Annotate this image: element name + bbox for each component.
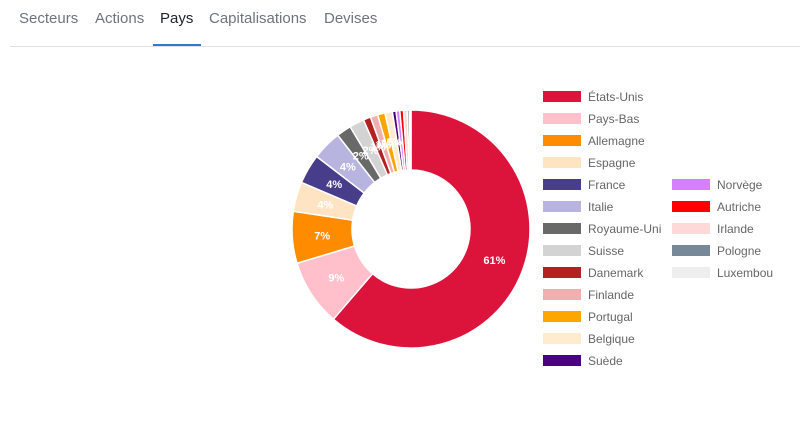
legend-swatch: [543, 355, 581, 366]
legend-label: Italie: [588, 200, 614, 214]
legend-swatch: [543, 91, 581, 102]
legend-item-france[interactable]: France: [543, 178, 626, 192]
legend-swatch: [672, 245, 710, 256]
tab-capitalisations[interactable]: Capitalisations: [209, 10, 307, 27]
slice-label-portugal: 1%: [381, 138, 397, 150]
legend-swatch: [672, 201, 710, 212]
legend-swatch: [543, 179, 581, 190]
slice-label-espagne: 4%: [317, 200, 333, 212]
legend-label: Allemagne: [588, 134, 645, 148]
tab-devises[interactable]: Devises: [324, 10, 378, 27]
tab-pays[interactable]: Pays: [160, 10, 194, 27]
legend-item-belgique[interactable]: Belgique: [543, 332, 635, 346]
slice-label-etats-unis: 61%: [483, 255, 505, 267]
legend-item-norvege[interactable]: Norvège: [672, 178, 763, 192]
slice-label-danemark: 1%: [370, 141, 386, 153]
legend-item-luxembou[interactable]: Luxembou: [672, 266, 773, 280]
legend-label: Espagne: [588, 156, 636, 170]
legend-item-danemark[interactable]: Danemark: [543, 266, 644, 280]
slice-etats-unis[interactable]: [332, 109, 531, 349]
legend-label: États-Unis: [588, 89, 643, 104]
legend-item-suisse[interactable]: Suisse: [543, 244, 624, 258]
legend-label: Suisse: [588, 244, 624, 258]
legend-item-autriche[interactable]: Autriche: [672, 200, 761, 214]
legend-label: France: [588, 178, 626, 192]
legend-item-pologne[interactable]: Pologne: [672, 244, 761, 258]
legend-swatch: [672, 223, 710, 234]
legend-item-etats-unis[interactable]: États-Unis: [543, 89, 643, 104]
legend-swatch: [543, 157, 581, 168]
legend-swatch: [543, 201, 581, 212]
country-tabs: Secteurs Actions Pays Capitalisations De…: [10, 0, 800, 47]
legend-label: Suède: [588, 354, 623, 368]
chart-legend: États-Unis Pays-Bas Allemagne Espagne France…: [543, 89, 773, 368]
slice-label-finlande: 1%: [375, 139, 391, 151]
legend-label: Danemark: [588, 266, 644, 280]
slice-label-royaume-uni: 2%: [353, 151, 369, 163]
slice-labels: 61%9%7%4%4%4%2%2%1%1%1%1%: [314, 137, 505, 285]
legend-swatch: [543, 135, 581, 146]
legend-label: Norvège: [717, 178, 763, 192]
legend-label: Irlande: [717, 222, 754, 236]
legend-swatch: [543, 289, 581, 300]
slice-label-belgique: 1%: [386, 137, 402, 149]
legend-swatch: [672, 267, 710, 278]
legend-label: Autriche: [717, 200, 761, 214]
legend-label: Pays-Bas: [588, 112, 639, 126]
legend-item-portugal[interactable]: Portugal: [543, 310, 633, 324]
legend-swatch: [543, 267, 581, 278]
legend-label: Royaume-Uni: [588, 222, 661, 236]
legend-item-pays-bas[interactable]: Pays-Bas: [543, 112, 639, 126]
doughnut-slices: [291, 109, 531, 349]
slice-label-allemagne: 7%: [314, 230, 330, 242]
legend-item-irlande[interactable]: Irlande: [672, 222, 754, 236]
legend-item-suede[interactable]: Suède: [543, 354, 623, 368]
slice-label-italie: 4%: [340, 161, 356, 173]
legend-label: Luxembou: [717, 266, 773, 280]
legend-item-espagne[interactable]: Espagne: [543, 156, 636, 170]
legend-swatch: [672, 179, 710, 190]
legend-item-allemagne[interactable]: Allemagne: [543, 134, 645, 148]
legend-label: Portugal: [588, 310, 633, 324]
legend-item-italie[interactable]: Italie: [543, 200, 614, 214]
legend-swatch: [543, 311, 581, 322]
slice-label-suisse: 2%: [362, 145, 378, 157]
legend-swatch: [543, 333, 581, 344]
legend-item-finlande[interactable]: Finlande: [543, 288, 634, 302]
legend-swatch: [543, 245, 581, 256]
legend-swatch: [543, 113, 581, 124]
tab-actions[interactable]: Actions: [95, 10, 145, 27]
slice-label-pays-bas: 9%: [328, 272, 344, 284]
tab-secteurs[interactable]: Secteurs: [19, 10, 79, 27]
legend-label: Pologne: [717, 244, 761, 258]
legend-label: Belgique: [588, 332, 635, 346]
legend-label: Finlande: [588, 288, 634, 302]
legend-swatch: [543, 223, 581, 234]
slice-label-france: 4%: [326, 179, 342, 191]
legend-item-royaume-uni[interactable]: Royaume-Uni: [543, 222, 661, 236]
slice-luxembou[interactable]: [408, 109, 412, 171]
active-tab-indicator: [153, 44, 201, 46]
